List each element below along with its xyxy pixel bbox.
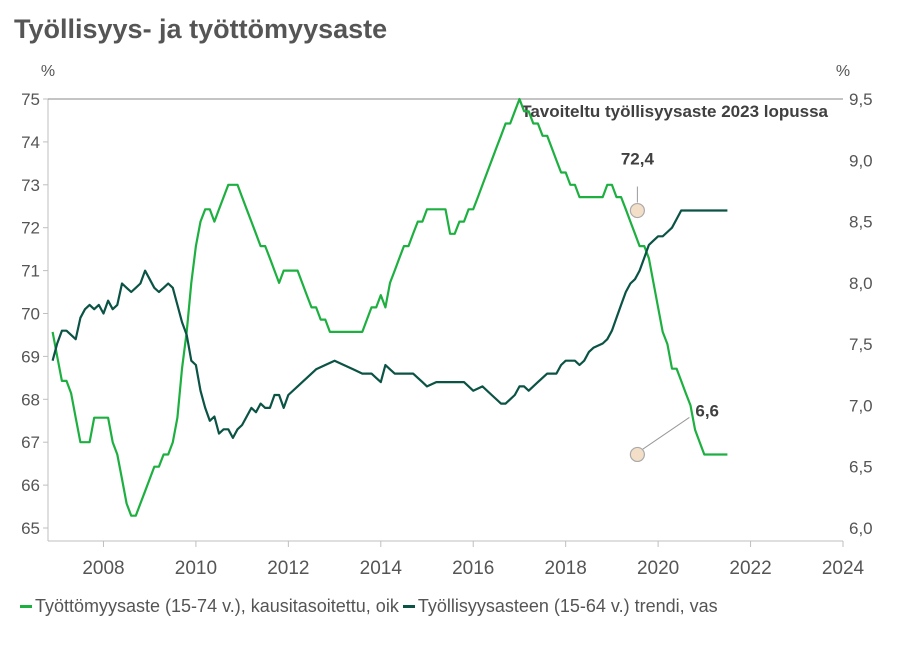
left-tick-label: 74 [21,133,40,152]
right-tick-label: 6,5 [849,458,873,477]
annotation-marker [629,202,645,219]
employment-rate-line [51,209,728,439]
right-tick-label: 9,5 [849,90,873,109]
legend: Työttömyysaste (15-74 v.), kausitasoitet… [20,596,718,617]
legend-swatch-employment [402,605,415,608]
unemployment-rate-line [51,97,728,517]
x-tick-label: 2012 [267,558,309,579]
legend-item-employment: Työllisyysasteen (15-64 v.) trendi, vas [402,596,718,617]
right-tick-label: 8,5 [849,213,873,232]
x-tick-label: 2016 [452,558,494,579]
right-tick-label: 7,5 [849,335,873,354]
right-tick-label: 6,0 [849,519,873,538]
right-axis-ticks: 6,0 6,5 7,0 7,5 8,0 8,5 9,0 9,5 [849,90,873,538]
legend-label-unemployment: Työttömyysaste (15-74 v.), kausitasoitet… [35,596,399,616]
left-tick-label: 69 [21,347,40,366]
left-tick-label: 68 [21,390,40,409]
x-tick-label: 2024 [822,558,865,579]
right-tick-label: 8,0 [849,274,873,293]
right-axis-unit: % [836,63,850,80]
left-tick-label: 67 [21,433,40,452]
x-axis-ticks: 2008 2010 2012 2014 2016 2018 2020 2022 2024 [82,541,865,579]
x-tick-label: 2018 [545,558,587,579]
right-tick-label: 9,0 [849,151,873,170]
annotation-employment-latest: 72,4 [621,150,655,169]
left-tick-label: 65 [21,519,40,538]
left-tick-label: 72 [21,219,40,238]
left-tick-label: 71 [21,262,40,281]
chart-title: Työllisyys- ja työttömyysaste [14,14,388,44]
left-axis-ticks: 65 66 67 68 69 70 71 72 73 74 75 [21,90,48,538]
left-tick-label: 70 [21,305,40,324]
x-tick-label: 2020 [637,558,679,579]
annotation-leader [642,417,690,450]
legend-swatch-unemployment [20,605,32,608]
legend-item-unemployment: Työttömyysaste (15-74 v.), kausitasoitet… [20,596,399,617]
left-tick-label: 66 [21,476,40,495]
right-tick-label: 7,0 [849,396,873,415]
x-tick-label: 2010 [175,558,217,579]
left-tick-label: 73 [21,176,40,195]
legend-label-employment: Työllisyysasteen (15-64 v.) trendi, vas [417,596,718,616]
annotation-unemployment-latest: 6,6 [695,401,719,420]
series-lines [51,97,728,517]
annotations: 72,4 6,6 [621,150,719,463]
x-tick-label: 2014 [360,558,403,579]
x-tick-label: 2008 [82,558,124,579]
left-tick-label: 75 [21,90,40,109]
annotation-marker [629,446,645,463]
x-tick-label: 2022 [729,558,771,579]
target-reference-label: Tavoiteltu työllisyysaste 2023 lopussa [521,102,828,121]
left-axis-unit: % [41,63,55,80]
